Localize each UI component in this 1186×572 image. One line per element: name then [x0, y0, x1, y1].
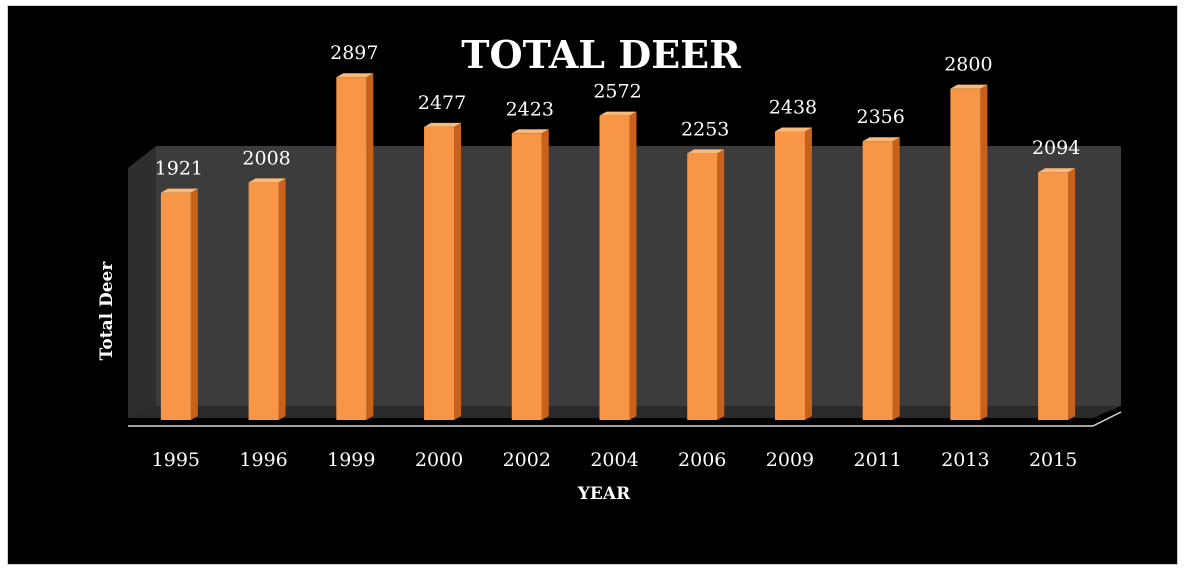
- value-label: 1921: [155, 158, 203, 180]
- x-tick-label: 2011: [854, 449, 902, 471]
- bar-front-face: [160, 192, 191, 420]
- value-label: 2438: [769, 97, 817, 119]
- bar-front-face: [687, 153, 718, 420]
- bar-side-face: [804, 127, 812, 421]
- x-tick-label: 2000: [415, 449, 463, 471]
- bar-2011: [862, 137, 900, 420]
- bar-2013: [950, 84, 988, 421]
- bar-1995: [160, 188, 198, 420]
- value-label: 2423: [506, 98, 554, 120]
- bar-2006: [687, 149, 725, 420]
- x-tick-label: 1999: [327, 449, 375, 471]
- x-tick-label: 2013: [941, 449, 989, 471]
- y-axis-title: Total Deer: [97, 261, 117, 361]
- x-axis-title: YEAR: [577, 484, 631, 504]
- bar-2004: [599, 111, 637, 420]
- value-label: 2253: [681, 118, 729, 140]
- bar-side-face: [717, 149, 725, 420]
- bar-front-face: [511, 133, 542, 421]
- x-axis-depth-line: [1092, 411, 1122, 427]
- bar-chart: 1921 1995 2008 1996 2897 1999 2477 2000 2423 2002…: [97, 32, 1122, 504]
- chart-frame: 1921 1995 2008 1996 2897 1999 2477 2000 2423 2002…: [7, 5, 1178, 565]
- bar-top-face: [687, 149, 725, 154]
- bar-side-face: [980, 84, 988, 421]
- x-tick-label: 1995: [152, 449, 200, 471]
- x-tick-label: 2002: [503, 449, 551, 471]
- bar-side-face: [278, 178, 286, 420]
- x-tick-label: 1996: [239, 449, 287, 471]
- value-label: 2094: [1032, 137, 1080, 159]
- bar-front-face: [336, 77, 367, 421]
- value-label: 2897: [330, 42, 378, 64]
- bar-top-face: [248, 178, 286, 183]
- value-label: 2008: [242, 147, 290, 169]
- bar-top-face: [160, 188, 198, 193]
- bar-2000: [424, 122, 462, 420]
- bar-front-face: [774, 131, 805, 420]
- bar-front-face: [950, 88, 981, 421]
- x-tick-label: 2004: [590, 449, 638, 471]
- chart-side-wall: [128, 146, 156, 418]
- bar-top-face: [862, 137, 900, 142]
- bar-top-face: [950, 84, 988, 89]
- bar-top-face: [336, 73, 374, 78]
- bar-2002: [511, 129, 549, 421]
- bar-side-face: [892, 137, 900, 420]
- bar-front-face: [862, 141, 893, 420]
- bar-front-face: [248, 182, 279, 420]
- bar-side-face: [541, 129, 549, 421]
- bar-2015: [1038, 168, 1076, 420]
- value-label: 2800: [944, 54, 992, 76]
- bar-front-face: [424, 126, 455, 420]
- bar-top-face: [424, 122, 462, 127]
- bar-top-face: [774, 127, 812, 132]
- x-tick-label: 2015: [1029, 449, 1077, 471]
- bar-front-face: [599, 115, 630, 420]
- x-tick-label: 2006: [678, 449, 726, 471]
- bar-top-face: [511, 129, 549, 134]
- value-label: 2477: [418, 92, 466, 114]
- x-tick-label: 2009: [766, 449, 814, 471]
- bar-side-face: [454, 122, 462, 420]
- value-label: 2356: [857, 106, 905, 128]
- bar-top-face: [1038, 168, 1076, 173]
- bar-side-face: [366, 73, 374, 421]
- chart-title: TOTAL DEER: [461, 32, 741, 77]
- bar-2009: [774, 127, 812, 421]
- bar-side-face: [1068, 168, 1076, 420]
- value-label: 2572: [593, 81, 641, 103]
- bar-front-face: [1038, 172, 1069, 420]
- bar-1999: [336, 73, 374, 421]
- bar-side-face: [190, 188, 198, 420]
- bar-top-face: [599, 111, 637, 116]
- bar-side-face: [629, 111, 637, 420]
- bar-1996: [248, 178, 286, 420]
